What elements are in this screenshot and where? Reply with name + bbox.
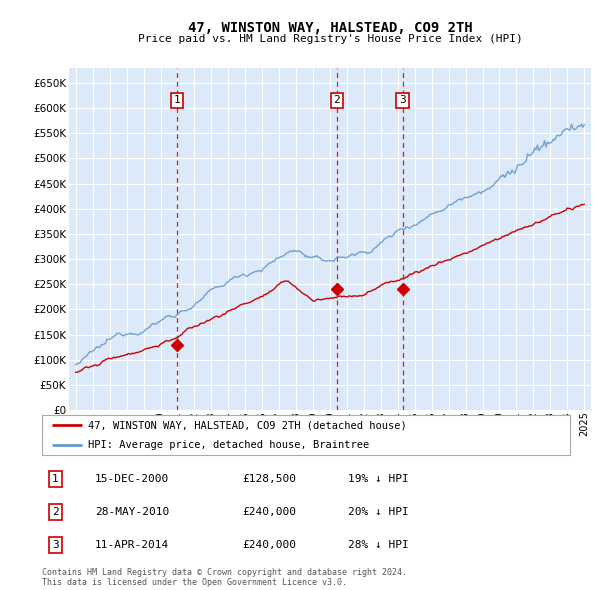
Text: 2: 2: [52, 507, 59, 517]
Text: 3: 3: [399, 96, 406, 106]
Text: £240,000: £240,000: [242, 507, 296, 517]
Text: 15-DEC-2000: 15-DEC-2000: [95, 474, 169, 484]
Text: 47, WINSTON WAY, HALSTEAD, CO9 2TH: 47, WINSTON WAY, HALSTEAD, CO9 2TH: [188, 21, 472, 35]
Text: 1: 1: [173, 96, 180, 106]
Text: £240,000: £240,000: [242, 540, 296, 550]
Text: 3: 3: [52, 540, 59, 550]
Text: HPI: Average price, detached house, Braintree: HPI: Average price, detached house, Brai…: [88, 441, 370, 450]
Text: 2: 2: [334, 96, 340, 106]
Text: £128,500: £128,500: [242, 474, 296, 484]
Text: Contains HM Land Registry data © Crown copyright and database right 2024.
This d: Contains HM Land Registry data © Crown c…: [42, 568, 407, 587]
Text: Price paid vs. HM Land Registry's House Price Index (HPI): Price paid vs. HM Land Registry's House …: [137, 34, 523, 44]
Text: 19% ↓ HPI: 19% ↓ HPI: [348, 474, 409, 484]
Text: 1: 1: [52, 474, 59, 484]
Text: 20% ↓ HPI: 20% ↓ HPI: [348, 507, 409, 517]
Text: 28-MAY-2010: 28-MAY-2010: [95, 507, 169, 517]
Text: 47, WINSTON WAY, HALSTEAD, CO9 2TH (detached house): 47, WINSTON WAY, HALSTEAD, CO9 2TH (deta…: [88, 421, 407, 430]
Text: 11-APR-2014: 11-APR-2014: [95, 540, 169, 550]
Text: 28% ↓ HPI: 28% ↓ HPI: [348, 540, 409, 550]
